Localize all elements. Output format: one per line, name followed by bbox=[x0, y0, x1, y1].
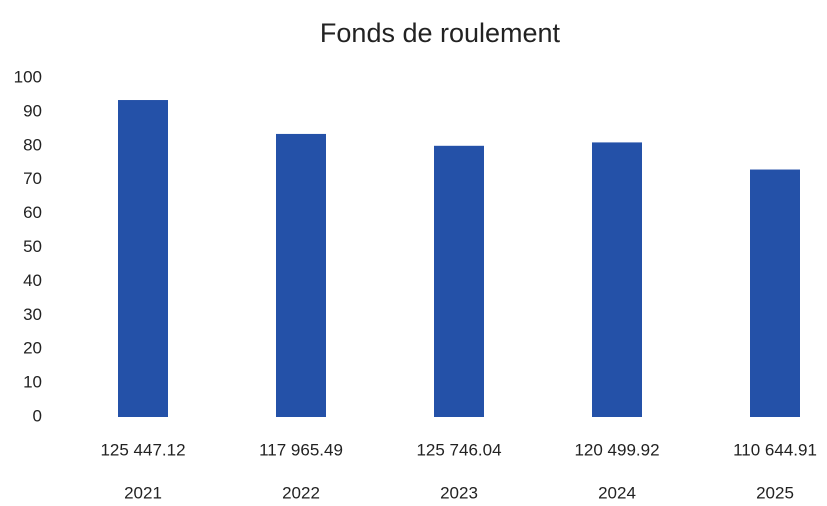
bar bbox=[434, 145, 484, 418]
y-tick-label: 100 bbox=[14, 67, 42, 86]
x-tick-label: 2021 bbox=[124, 483, 162, 502]
y-tick-label: 30 bbox=[23, 305, 42, 324]
amount-label: 120 499.92 bbox=[574, 440, 659, 459]
x-tick-label: 2022 bbox=[282, 483, 320, 502]
bar bbox=[592, 142, 642, 417]
amount-label: 125 746.04 bbox=[416, 440, 501, 459]
y-tick-label: 10 bbox=[23, 373, 42, 392]
bar bbox=[750, 169, 800, 417]
y-tick-label: 90 bbox=[23, 101, 42, 120]
y-tick-label: 70 bbox=[23, 169, 42, 188]
y-tick-label: 40 bbox=[23, 271, 42, 290]
x-tick-label: 2023 bbox=[440, 483, 478, 502]
y-tick-label: 60 bbox=[23, 203, 42, 222]
chart-title: Fonds de roulement bbox=[320, 18, 561, 48]
bar bbox=[118, 100, 168, 417]
amount-label: 117 965.49 bbox=[259, 440, 343, 459]
y-tick-label: 20 bbox=[23, 339, 42, 358]
amount-label: 110 644.91 bbox=[733, 440, 817, 459]
x-tick-label: 2025 bbox=[756, 483, 794, 502]
y-tick-label: 80 bbox=[23, 135, 42, 154]
bar bbox=[276, 133, 326, 417]
amount-label: 125 447.12 bbox=[100, 440, 185, 459]
y-tick-label: 0 bbox=[33, 406, 42, 425]
y-tick-label: 50 bbox=[23, 237, 42, 256]
x-tick-label: 2024 bbox=[598, 483, 636, 502]
